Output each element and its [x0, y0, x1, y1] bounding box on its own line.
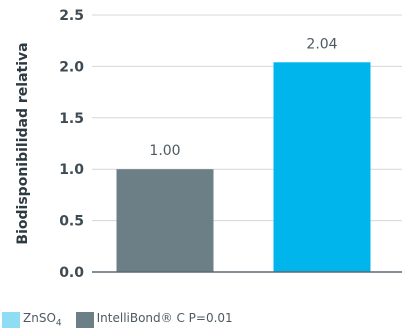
- y-axis-label: Biodisponibilidad relativa: [15, 42, 31, 244]
- legend-label-intellibond: IntelliBond® C P=0.01: [96, 311, 233, 326]
- legend-item-znso4: ZnSO4: [2, 311, 62, 329]
- y-tick-label: 0.5: [59, 214, 84, 230]
- y-tick-labels: 0.0 0.5 1.0 1.5 2.0 2.5: [59, 8, 84, 281]
- bar-1: [116, 169, 214, 272]
- bars: [116, 62, 371, 273]
- data-label-2: 2.04: [306, 36, 337, 52]
- y-tick-label: 0.0: [59, 265, 84, 281]
- legend: ZnSO4 IntelliBond® C P=0.01: [2, 311, 247, 329]
- y-tick-label: 1.5: [59, 111, 84, 127]
- legend-label-znso4: ZnSO4: [23, 311, 62, 329]
- legend-swatch-intellibond: [75, 312, 94, 328]
- legend-swatch-znso4: [2, 312, 20, 328]
- legend-item-intellibond: IntelliBond® C P=0.01: [75, 311, 233, 328]
- bar-chart: 0.0 0.5 1.0 1.5 2.0 2.5 1.00 2.04 Biodisponibi…: [15, 8, 402, 281]
- y-tick-label: 2.0: [59, 59, 84, 75]
- data-labels: 1.00 2.04: [149, 36, 337, 159]
- bar-2: [273, 62, 371, 273]
- y-tick-label: 2.5: [59, 8, 84, 24]
- data-label-1: 1.00: [149, 143, 180, 159]
- y-tick-label: 1.0: [59, 162, 84, 178]
